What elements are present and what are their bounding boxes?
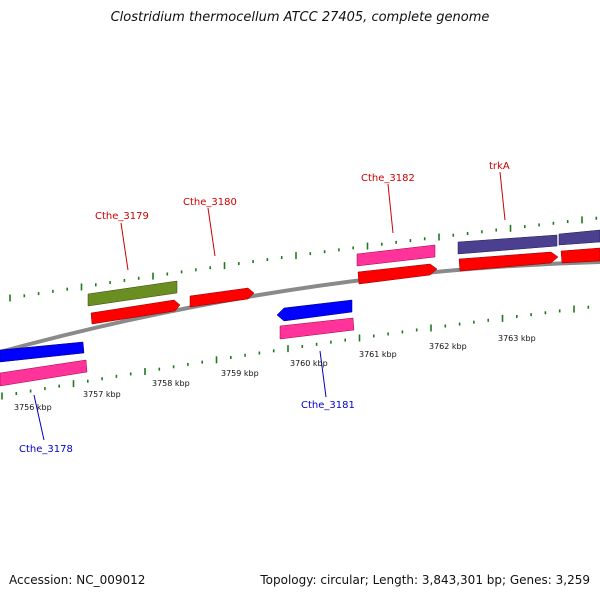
- accession-text: Accession: NC_009012: [9, 573, 146, 587]
- gene-cthe-3181-pink[interactable]: [279, 317, 355, 340]
- scale-label-3761: 3761 kbp: [359, 350, 397, 359]
- gene-cthe-3182-cds[interactable]: [357, 263, 438, 285]
- pointer-cthe-3180: [207, 207, 216, 257]
- gene-trka-cds[interactable]: [458, 251, 559, 272]
- pointer-cthe-3182: [387, 183, 394, 234]
- gene-cthe-3181-blue[interactable]: [276, 299, 353, 322]
- gene-cthe-3179-cds[interactable]: [90, 299, 181, 325]
- label-cthe-3180: Cthe_3180: [183, 197, 237, 208]
- gene-cthe-3178-pink[interactable]: [0, 359, 88, 387]
- pointer-cthe-3179: [120, 222, 129, 271]
- scale-label-3758: 3758 kbp: [152, 379, 190, 388]
- gene-cthe-3182-pink[interactable]: [356, 244, 436, 267]
- gene-cthe-3178-blue[interactable]: [0, 341, 85, 363]
- label-cthe-3178: Cthe_3178: [19, 444, 73, 455]
- scale-label-3762: 3762 kbp: [429, 342, 467, 351]
- pointer-trka: [499, 171, 506, 221]
- gene-trka-purple[interactable]: [457, 234, 558, 255]
- reverse-tick-track: [1, 305, 590, 400]
- gene-next-cds[interactable]: [560, 247, 600, 264]
- pointer-cthe-3178: [33, 394, 45, 441]
- label-trka: trkA: [489, 161, 510, 172]
- label-cthe-3179: Cthe_3179: [95, 211, 149, 222]
- scale-label-3763: 3763 kbp: [498, 334, 536, 343]
- label-cthe-3182: Cthe_3182: [361, 173, 415, 184]
- label-cthe-3181: Cthe_3181: [301, 400, 355, 411]
- scale-label-3759: 3759 kbp: [221, 369, 259, 378]
- forward-tick-track: [9, 216, 598, 302]
- scale-label-3757: 3757 kbp: [83, 390, 121, 399]
- map-title: Clostridium thermocellum ATCC 27405, com…: [110, 10, 490, 25]
- pointer-cthe-3181: [319, 350, 327, 398]
- genome-summary-text: Topology: circular; Length: 3,843,301 bp…: [260, 573, 590, 587]
- gene-cthe-3179-olive[interactable]: [87, 280, 178, 307]
- scale-label-3760: 3760 kbp: [290, 359, 328, 368]
- gene-next-purple[interactable]: [558, 229, 600, 246]
- gene-cthe-3180-cds[interactable]: [189, 287, 255, 308]
- scale-label-3756: 3756 kbp: [14, 403, 52, 412]
